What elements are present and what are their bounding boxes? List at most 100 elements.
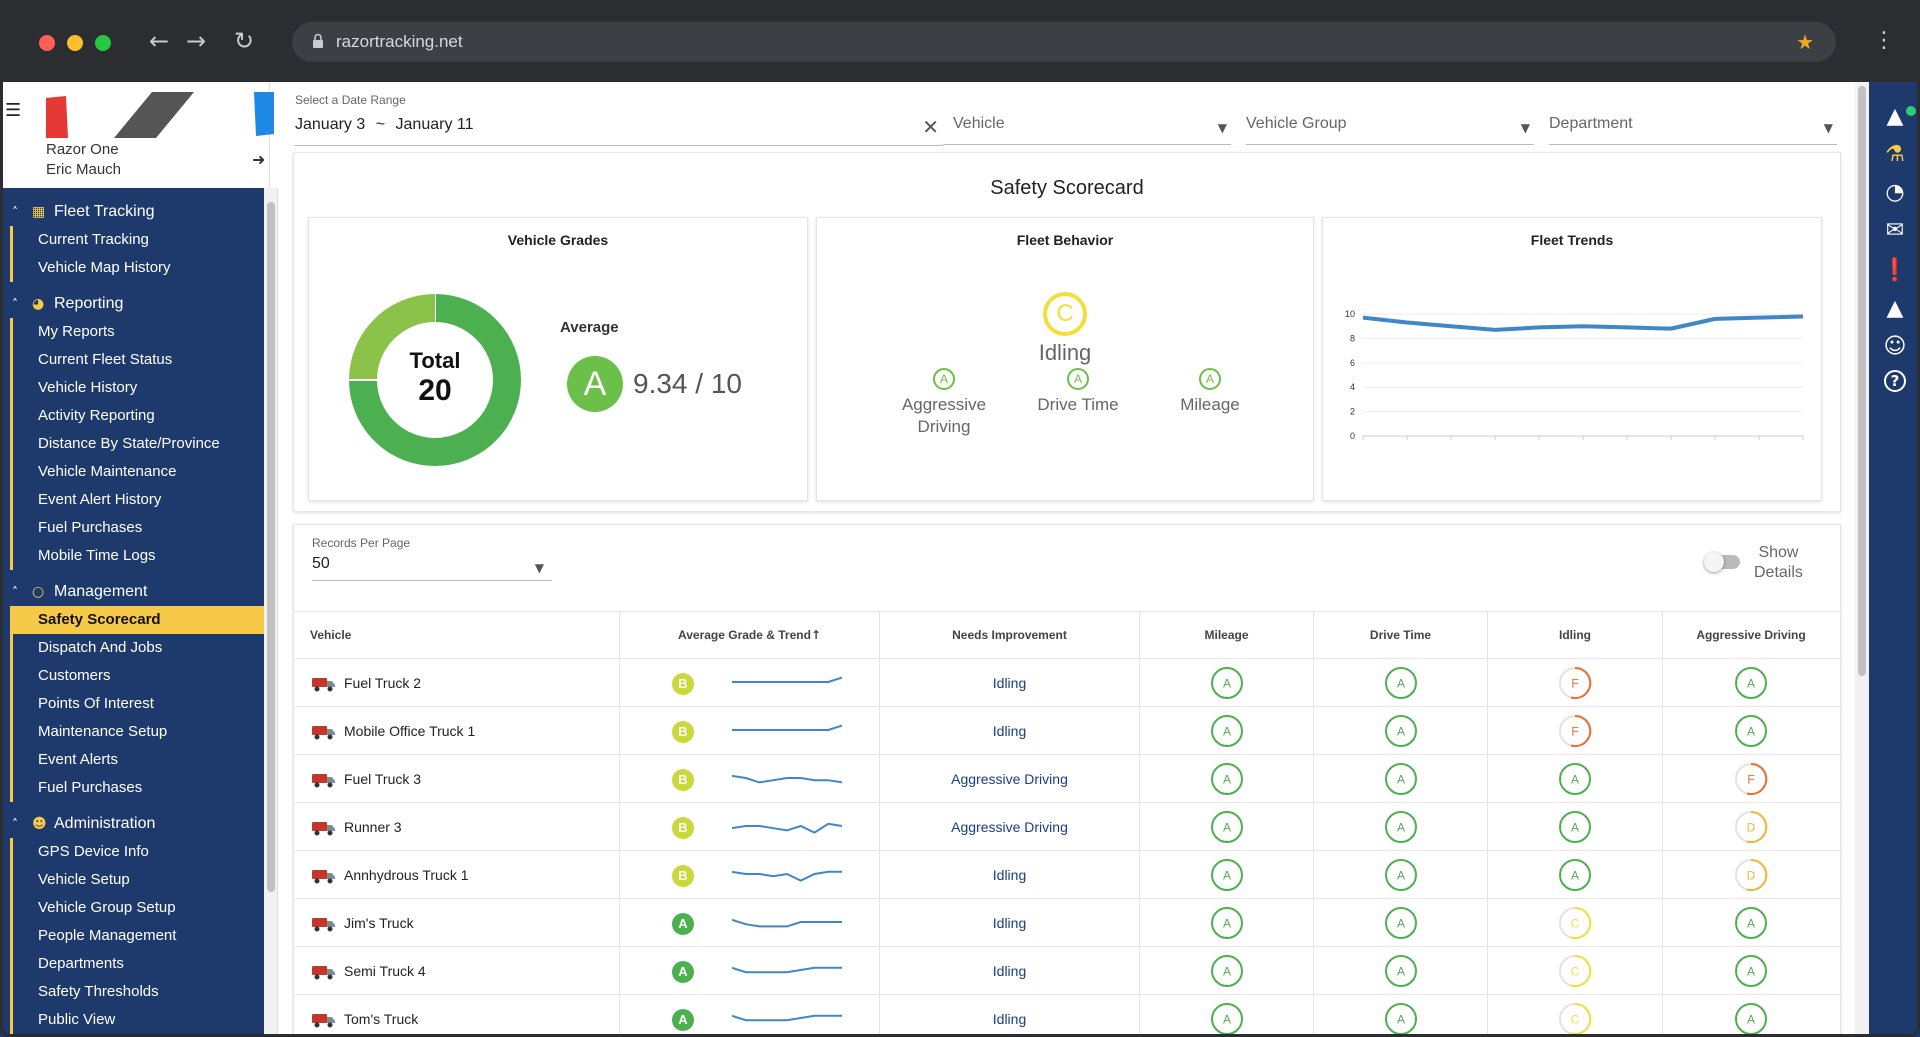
sidebar-item[interactable]: Vehicle Group Setup	[10, 894, 264, 922]
vehicle-cell[interactable]: Tom's Truck	[294, 995, 620, 1037]
needs-improvement-link[interactable]: Idling	[992, 914, 1027, 931]
show-details-toggle[interactable]	[1704, 552, 1740, 572]
sidebar-section[interactable]: ˄ ▦ Fleet Tracking	[0, 198, 264, 226]
main-scrollbar[interactable]	[1855, 82, 1869, 1037]
column-header[interactable]: Vehicle	[294, 612, 620, 658]
sidebar-item[interactable]: Vehicle History	[10, 374, 264, 402]
column-header[interactable]: Aggressive Driving	[1663, 612, 1839, 658]
needs-improvement-link[interactable]: Aggressive Driving	[951, 770, 1068, 787]
clear-date-icon[interactable]: ✕	[922, 115, 939, 139]
sidebar-item[interactable]: Fuel Purchases	[10, 774, 264, 802]
main-scrollbar-thumb[interactable]	[1858, 86, 1866, 676]
table-row[interactable]: Mobile Office Truck 1 B Idling A A F A	[294, 707, 1842, 755]
sidebar-section[interactable]: ˄ ◕ Reporting	[0, 290, 264, 318]
sidebar-item[interactable]: Fuel Purchases	[10, 514, 264, 542]
sidebar-item[interactable]: Distance By State/Province	[10, 430, 264, 458]
toggle-knob[interactable]	[1704, 552, 1724, 572]
browser-menu-icon[interactable]: ⋮	[1873, 28, 1895, 53]
needs-improvement-link[interactable]: Idling	[992, 722, 1027, 739]
chevron-up-icon[interactable]: ˄	[12, 205, 18, 219]
vehicle-cell[interactable]: Fuel Truck 3	[294, 755, 620, 802]
help-icon[interactable]: ?	[1884, 370, 1906, 392]
forward-arrow-icon[interactable]: →	[185, 27, 207, 55]
column-header[interactable]: Average Grade & Trend ↑	[620, 612, 880, 658]
chevron-up-icon[interactable]: ˄	[12, 817, 18, 831]
sidebar-item[interactable]: Public View	[10, 1006, 264, 1034]
vehicle-cell[interactable]: Jim's Truck	[294, 899, 620, 946]
table-row[interactable]: Fuel Truck 3 B Aggressive Driving A A A F	[294, 755, 1842, 803]
mail-icon[interactable]: ✉	[1885, 218, 1905, 243]
logout-icon[interactable]: ➜	[252, 150, 266, 169]
vehicle-cell[interactable]: Annhydrous Truck 1	[294, 851, 620, 898]
table-row[interactable]: Tom's Truck A Idling A A C A	[294, 995, 1842, 1037]
needs-improvement-link[interactable]: Idling	[992, 866, 1027, 883]
minimize-window-button[interactable]	[67, 35, 83, 51]
sidebar-section[interactable]: ˄ ○ Management	[0, 578, 264, 606]
sidebar-item[interactable]: People Management	[10, 922, 264, 950]
column-header[interactable]: Mileage	[1140, 612, 1314, 658]
vehicle-cell[interactable]: Mobile Office Truck 1	[294, 707, 620, 754]
vehicle-cell[interactable]: Semi Truck 4	[294, 947, 620, 994]
hamburger-menu-icon[interactable]: ☰	[5, 100, 22, 121]
sidebar-item[interactable]: Safety Scorecard	[10, 606, 264, 634]
maximize-window-button[interactable]	[95, 35, 111, 51]
road-icon[interactable]: ▲	[1886, 296, 1904, 321]
logo-icon[interactable]: ▲	[1886, 104, 1904, 129]
vehicle-cell[interactable]: Runner 3	[294, 803, 620, 850]
table-row[interactable]: Fuel Truck 2 B Idling A A F A	[294, 659, 1842, 707]
column-header[interactable]: Drive Time	[1314, 612, 1488, 658]
sidebar-section[interactable]: ˄ ☻ Administration	[0, 810, 264, 838]
table-row[interactable]: Semi Truck 4 A Idling A A C A	[294, 947, 1842, 995]
records-per-page-select[interactable]: 50 ▼	[312, 551, 552, 581]
table-row[interactable]: Jim's Truck A Idling A A C A	[294, 899, 1842, 947]
sidebar-item[interactable]: Activity Reporting	[10, 402, 264, 430]
reload-icon[interactable]: ↻	[233, 27, 255, 55]
sidebar-item[interactable]: GPS Device Info	[10, 838, 264, 866]
sort-up-arrow-icon[interactable]: ↑	[810, 628, 821, 642]
table-row[interactable]: Runner 3 B Aggressive Driving A A A D	[294, 803, 1842, 851]
close-window-button[interactable]	[39, 35, 55, 51]
average-score: 9.34 / 10	[633, 368, 742, 399]
sidebar-item[interactable]: Current Fleet Status	[10, 346, 264, 374]
smiley-icon[interactable]: ☺	[1883, 334, 1907, 359]
needs-improvement-link[interactable]: Aggressive Driving	[951, 818, 1068, 835]
back-arrow-icon[interactable]: ←	[148, 27, 170, 55]
alert-icon[interactable]: ❗	[1881, 258, 1909, 283]
table-row[interactable]: Annhydrous Truck 1 B Idling A A A D	[294, 851, 1842, 899]
sidebar-item[interactable]: Vehicle Maintenance	[10, 458, 264, 486]
sidebar-item[interactable]: Event Alert History	[10, 486, 264, 514]
grade-letter: F	[1571, 724, 1578, 738]
vehicle-select[interactable]: Vehicle ▼	[943, 113, 1231, 145]
needs-improvement-link[interactable]: Idling	[992, 674, 1027, 691]
bookmark-star-icon[interactable]: ★	[1796, 30, 1814, 54]
pie-chart-icon[interactable]: ◔	[1885, 180, 1905, 205]
flask-icon[interactable]: ⚗	[1885, 142, 1905, 167]
column-header[interactable]: Needs Improvement	[880, 612, 1140, 658]
sidebar-item[interactable]: Vehicle Setup	[10, 866, 264, 894]
department-select[interactable]: Department ▼	[1549, 113, 1837, 145]
y-tick-label: 4	[1350, 382, 1355, 392]
sidebar-item[interactable]: Vehicle Map History	[10, 254, 264, 282]
sidebar-item[interactable]: Current Tracking	[10, 226, 264, 254]
chevron-up-icon[interactable]: ˄	[12, 297, 18, 311]
sidebar-item[interactable]: Customers	[10, 662, 264, 690]
sidebar-item[interactable]: My Reports	[10, 318, 264, 346]
vehicle-cell[interactable]: Fuel Truck 2	[294, 659, 620, 706]
sidebar-item[interactable]: Event Alerts	[10, 746, 264, 774]
chevron-up-icon[interactable]: ˄	[12, 585, 18, 599]
vehicle-group-select[interactable]: Vehicle Group ▼	[1246, 113, 1534, 145]
address-bar[interactable]: razortracking.net ★	[292, 22, 1836, 62]
sidebar-scrollbar-thumb[interactable]	[267, 202, 275, 892]
needs-improvement-link[interactable]: Idling	[992, 1010, 1027, 1027]
sidebar-item[interactable]: Dispatch And Jobs	[10, 634, 264, 662]
behavior-grade-ring: A	[1067, 368, 1089, 390]
sidebar-item[interactable]: Safety Thresholds	[10, 978, 264, 1006]
column-header[interactable]: Idling	[1488, 612, 1663, 658]
date-range-input[interactable]: January 3 ~ January 11 ✕	[295, 115, 943, 146]
needs-improvement-link[interactable]: Idling	[992, 962, 1027, 979]
sidebar-item[interactable]: Points Of Interest	[10, 690, 264, 718]
sidebar-scrollbar[interactable]	[264, 188, 278, 1037]
sidebar-item[interactable]: Departments	[10, 950, 264, 978]
sidebar-item[interactable]: Maintenance Setup	[10, 718, 264, 746]
sidebar-item[interactable]: Mobile Time Logs	[10, 542, 264, 570]
